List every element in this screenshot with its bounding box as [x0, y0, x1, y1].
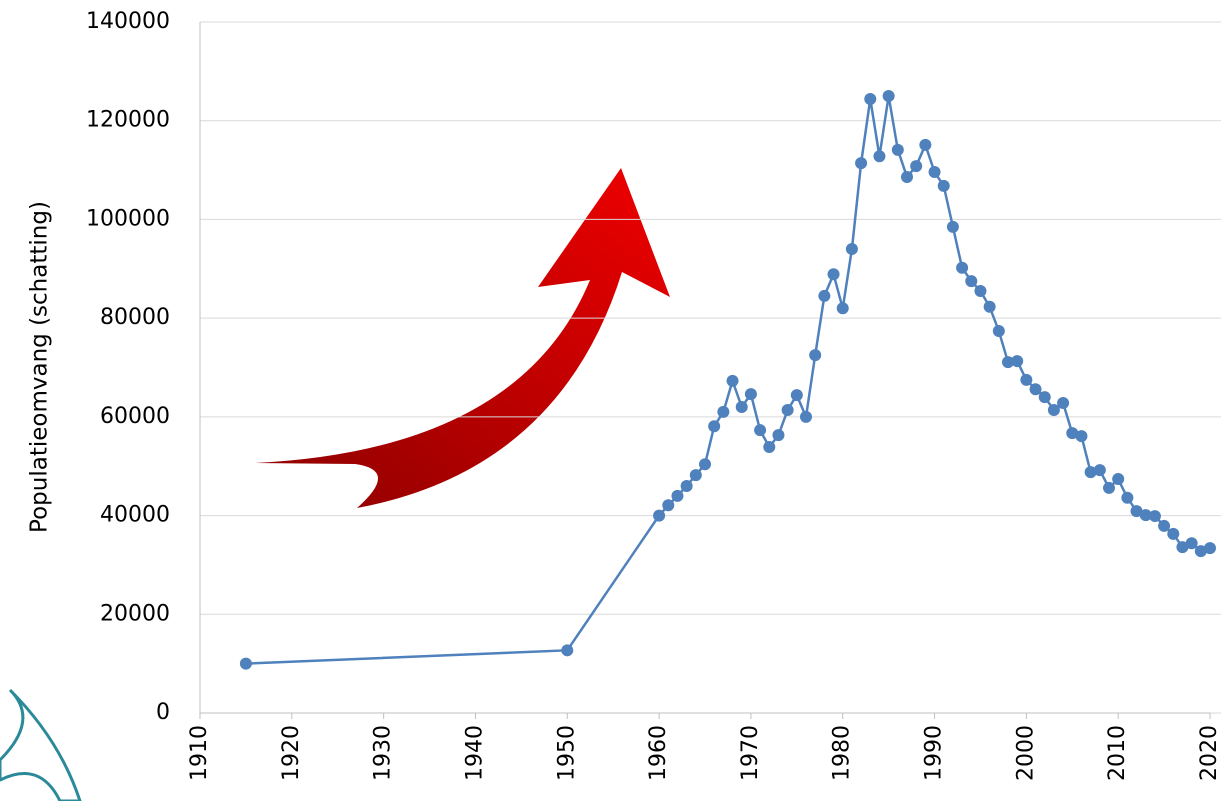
x-tick-label: 2000: [1013, 725, 1038, 781]
data-point: [937, 179, 950, 192]
data-point: [772, 429, 785, 442]
decor-arrow: [255, 168, 670, 508]
data-point: [1066, 427, 1079, 440]
data-point: [689, 469, 702, 482]
data-point: [1084, 466, 1097, 479]
data-point: [1121, 491, 1134, 504]
data-point: [735, 400, 748, 413]
data-point: [1194, 545, 1207, 558]
data-point: [809, 349, 822, 362]
data-point: [790, 389, 803, 402]
data-point: [818, 289, 831, 302]
data-point: [919, 138, 932, 151]
data-point: [1038, 391, 1051, 404]
data-point: [1148, 510, 1161, 523]
data-point: [873, 150, 886, 163]
data-point: [1002, 356, 1014, 369]
data-point: [910, 160, 923, 173]
x-tick-label: 1930: [371, 725, 396, 781]
y-tick-label: 80000: [100, 305, 170, 330]
data-point: [561, 644, 574, 657]
x-tick-label: 1940: [462, 725, 487, 781]
x-tick-label: 1980: [830, 725, 855, 781]
data-point: [965, 275, 978, 288]
data-point: [662, 499, 675, 512]
data-point: [1112, 473, 1125, 486]
data-point: [983, 300, 996, 313]
data-point: [1011, 355, 1024, 368]
data-point: [855, 157, 868, 170]
x-tick-label: 1970: [738, 725, 763, 781]
x-tick-label: 1920: [279, 725, 304, 781]
data-point: [763, 440, 776, 453]
data-point: [864, 92, 877, 105]
data-point: [671, 489, 684, 502]
data-point: [956, 261, 969, 274]
data-point: [1176, 541, 1189, 554]
y-tick-label: 120000: [86, 108, 170, 133]
data-point: [744, 388, 757, 401]
y-tick-label: 20000: [100, 601, 170, 626]
data-point: [946, 220, 959, 233]
y-tick-label: 60000: [100, 404, 170, 429]
y-tick-label: 40000: [100, 503, 170, 528]
data-point: [653, 509, 666, 522]
data-point: [239, 657, 252, 670]
x-tick-label: 1910: [187, 725, 212, 781]
data-point: [1093, 464, 1106, 477]
data-point: [974, 284, 987, 297]
data-point: [1103, 481, 1115, 494]
data-point: [836, 302, 849, 315]
data-point: [1204, 542, 1216, 555]
data-point: [708, 420, 721, 433]
data-point: [1057, 397, 1070, 410]
data-point: [699, 458, 711, 471]
data-point: [754, 424, 767, 437]
x-tick-label: 2010: [1105, 725, 1130, 781]
data-point: [882, 90, 895, 103]
data-point: [992, 324, 1005, 337]
data-point: [1047, 403, 1060, 416]
data-point: [717, 405, 730, 418]
data-point: [827, 268, 840, 281]
data-point: [845, 243, 858, 256]
y-axis-label: Populatieomvang (schatting): [27, 201, 53, 533]
y-tick-label: 0: [156, 700, 170, 725]
x-tick-label: 1960: [646, 725, 671, 781]
y-tick-label: 140000: [86, 9, 170, 34]
data-point: [1158, 519, 1171, 532]
data-point: [1185, 537, 1198, 550]
decor-swoosh: [0, 688, 82, 801]
x-tick-label: 2020: [1197, 725, 1221, 781]
data-point: [1075, 430, 1088, 443]
data-point: [1139, 509, 1152, 522]
data-point: [781, 403, 794, 416]
x-tick-label: 1990: [922, 725, 947, 781]
data-point: [891, 143, 904, 156]
data-point: [1029, 383, 1042, 396]
data-point: [1130, 505, 1143, 518]
y-tick-label: 100000: [86, 206, 170, 231]
data-point: [800, 410, 812, 423]
data-point: [928, 166, 941, 179]
data-point: [726, 374, 739, 387]
data-point: [680, 479, 693, 492]
x-tick-label: 1950: [554, 725, 579, 781]
data-point: [901, 170, 913, 183]
data-point: [1167, 527, 1180, 540]
data-point: [1020, 373, 1033, 386]
